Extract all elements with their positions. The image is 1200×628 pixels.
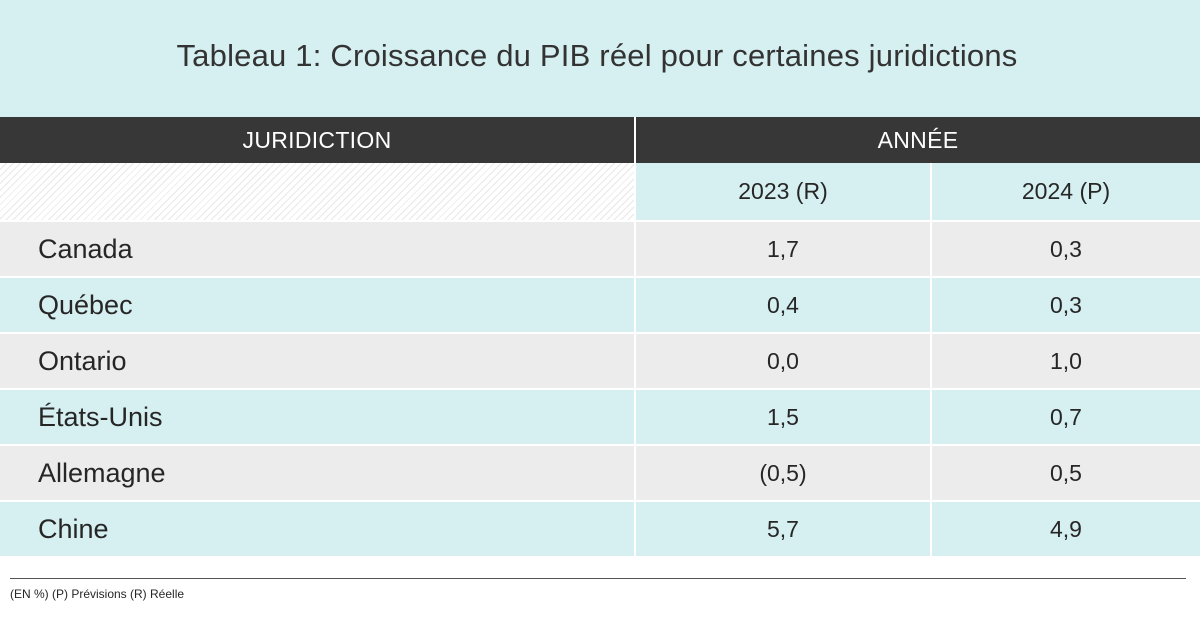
jurisdiction-name: Allemagne <box>0 446 634 500</box>
table-body: Canada 1,7 0,3 Québec 0,4 0,3 Ontario 0,… <box>0 222 1200 558</box>
jurisdiction-name: Ontario <box>0 334 634 388</box>
table-row: Chine 5,7 4,9 <box>0 502 1200 556</box>
title-band: Tableau 1: Croissance du PIB réel pour c… <box>0 0 1200 117</box>
hatched-empty-cell <box>0 163 634 220</box>
jurisdiction-name: États-Unis <box>0 390 634 444</box>
table-row: Ontario 0,0 1,0 <box>0 334 1200 388</box>
header-divider <box>634 117 636 163</box>
table-row: Québec 0,4 0,3 <box>0 278 1200 332</box>
jurisdiction-name: Canada <box>0 222 634 276</box>
footnote-divider <box>10 578 1186 579</box>
value-2023: 1,7 <box>636 222 930 276</box>
table-subheader-row: 2023 (R) 2024 (P) <box>0 163 1200 220</box>
table-row: États-Unis 1,5 0,7 <box>0 390 1200 444</box>
jurisdiction-name: Québec <box>0 278 634 332</box>
value-2023: (0,5) <box>636 446 930 500</box>
value-2024: 0,3 <box>932 278 1200 332</box>
value-2024: 0,5 <box>932 446 1200 500</box>
table-header-row: JURIDICTION ANNÉE <box>0 117 1200 163</box>
table-title: Tableau 1: Croissance du PIB réel pour c… <box>176 38 1018 73</box>
column-header-2024: 2024 (P) <box>932 163 1200 220</box>
value-2023: 5,7 <box>636 502 930 556</box>
column-header-year: ANNÉE <box>877 127 959 153</box>
table-row: Canada 1,7 0,3 <box>0 222 1200 276</box>
value-2023: 1,5 <box>636 390 930 444</box>
value-2024: 0,3 <box>932 222 1200 276</box>
value-2023: 0,0 <box>636 334 930 388</box>
value-2024: 0,7 <box>932 390 1200 444</box>
column-header-jurisdiction: JURIDICTION <box>242 127 392 153</box>
footnote: (EN %) (P) Prévisions (R) Réelle <box>10 587 185 601</box>
column-header-2023: 2023 (R) <box>636 163 930 220</box>
value-2024: 1,0 <box>932 334 1200 388</box>
value-2023: 0,4 <box>636 278 930 332</box>
table-row: Allemagne (0,5) 0,5 <box>0 446 1200 500</box>
jurisdiction-name: Chine <box>0 502 634 556</box>
value-2024: 4,9 <box>932 502 1200 556</box>
